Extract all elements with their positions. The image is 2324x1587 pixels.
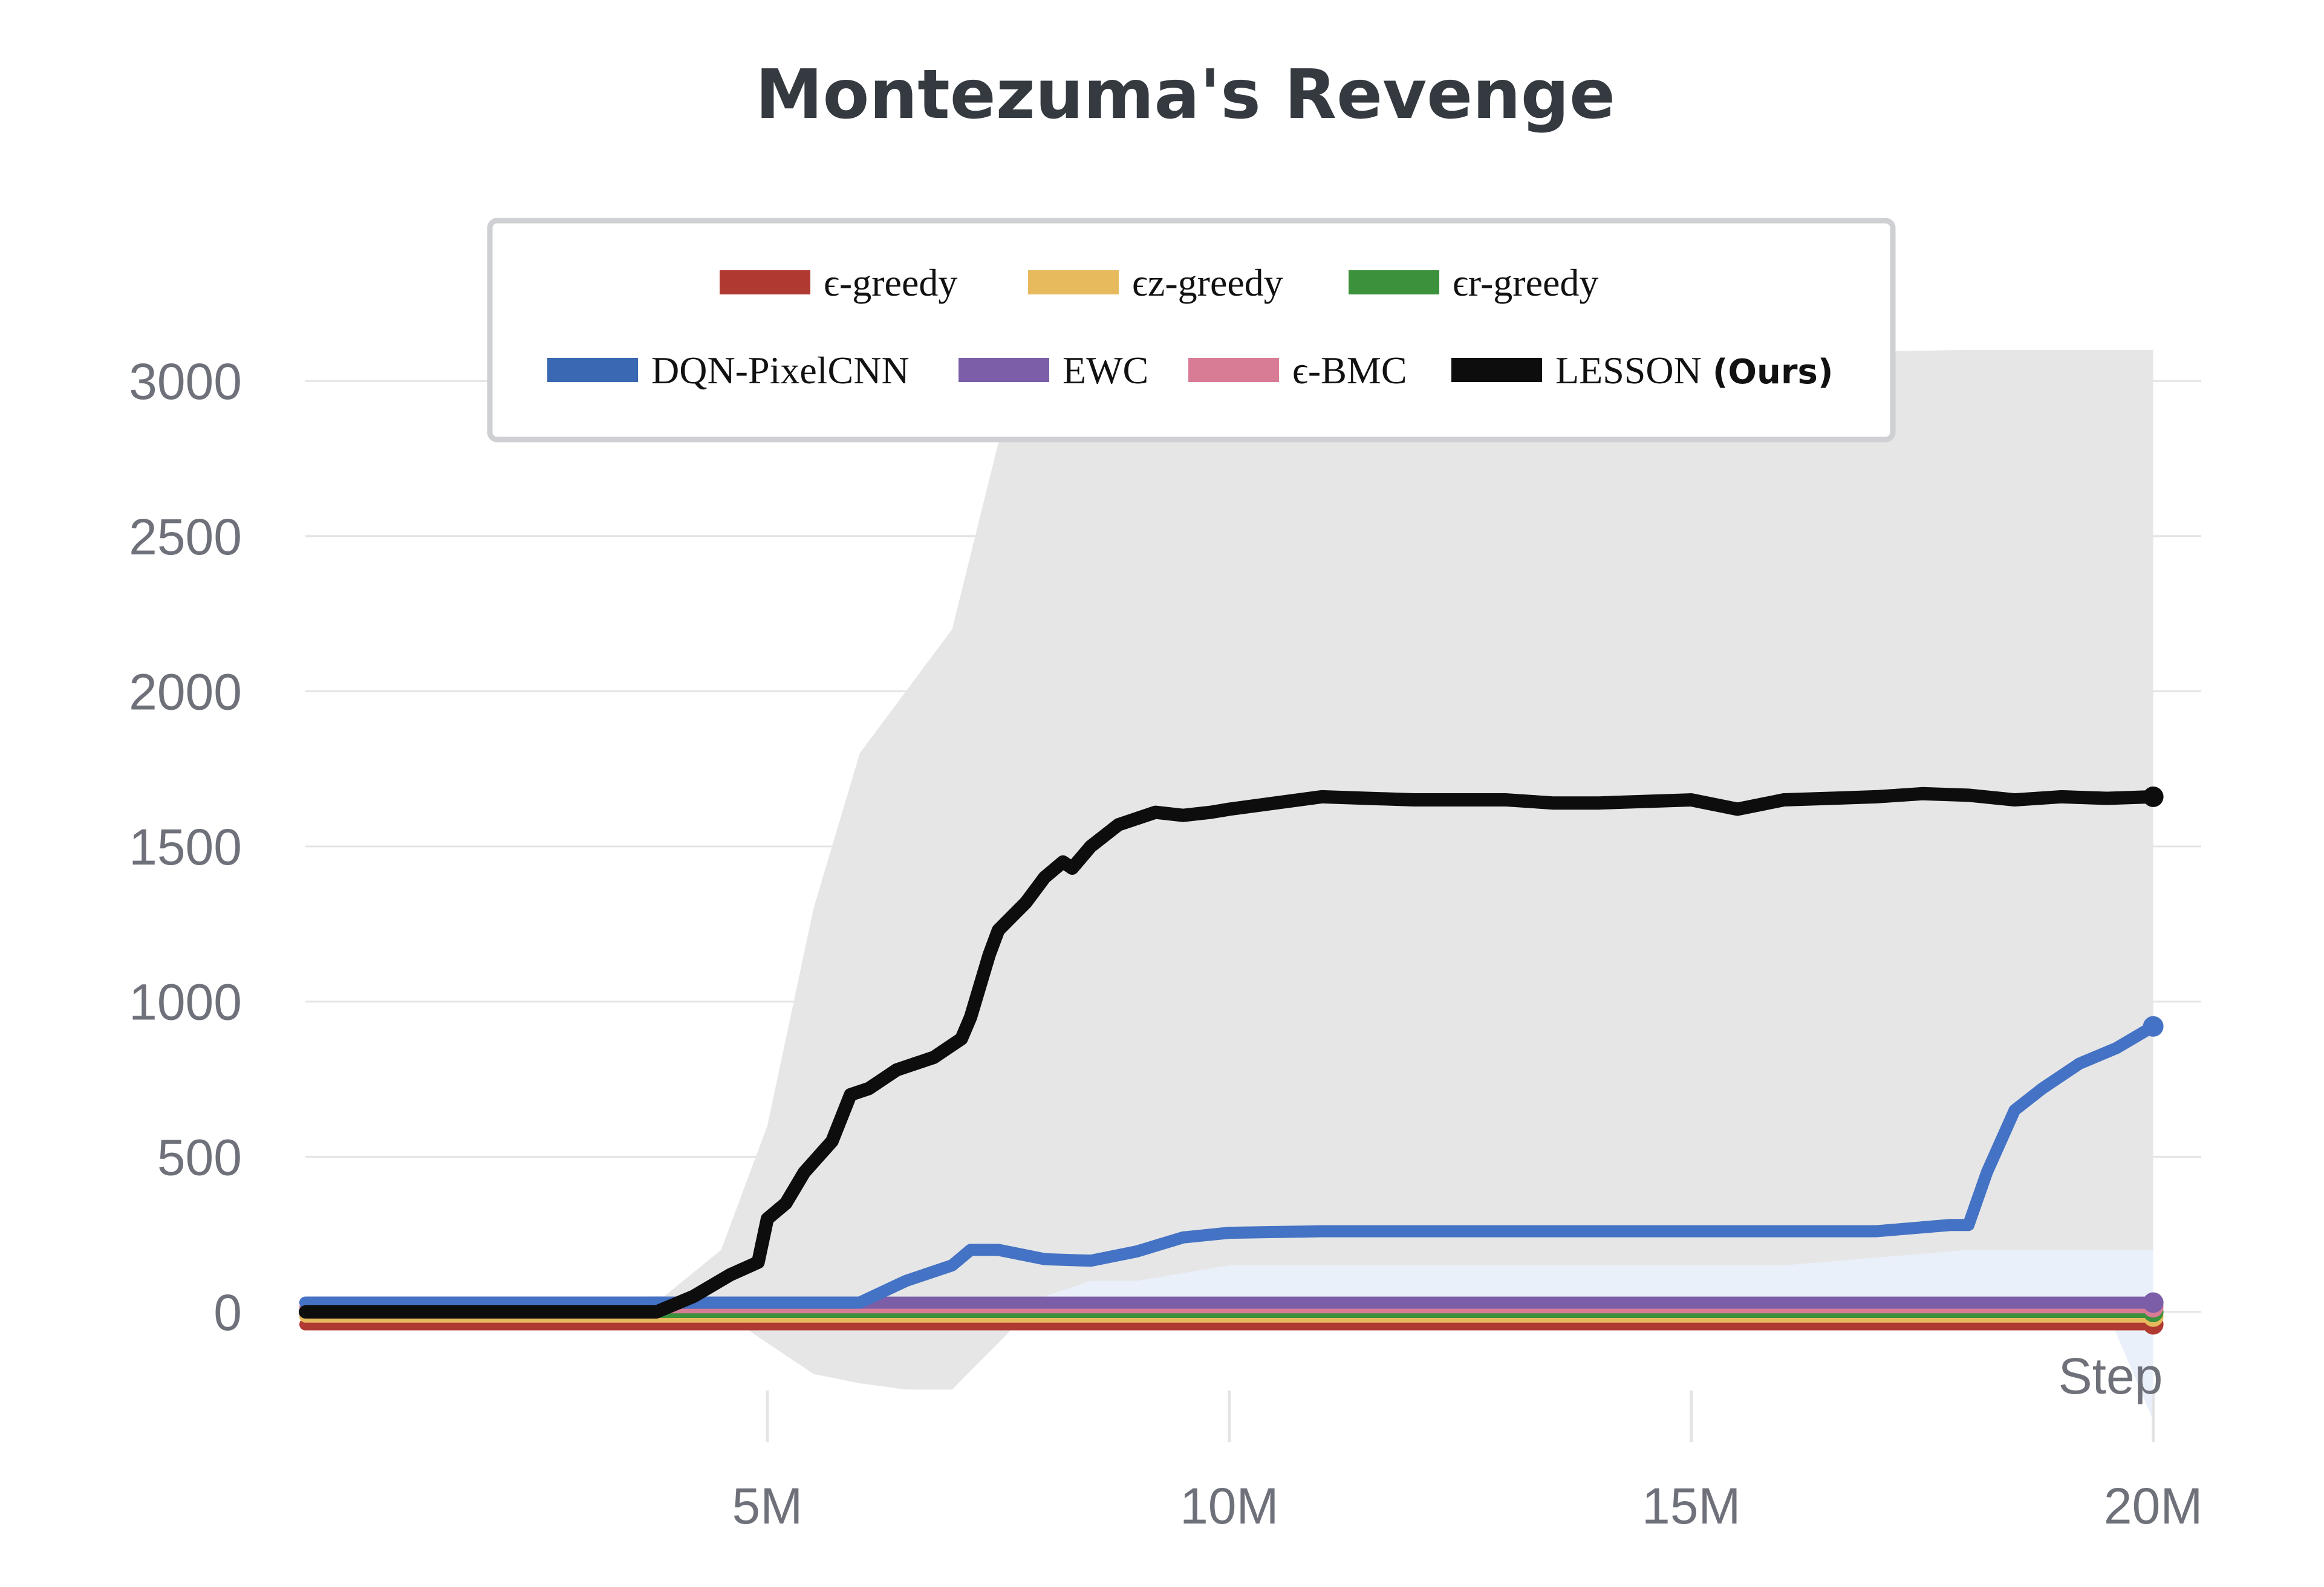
y-tick-label: 1500	[129, 819, 242, 875]
legend-label: ϵ-BMC	[1292, 349, 1407, 392]
chart-title: Montezuma's Revenge	[755, 56, 1615, 134]
x-tick-label: 20M	[2104, 1478, 2202, 1534]
line-dqn-pixelcnn	[299, 1020, 2160, 1309]
y-tick-label: 3000	[129, 353, 242, 410]
y-axis: 0 500 1000 1500 2000 2500 3000	[129, 353, 242, 1341]
legend-swatch	[720, 270, 810, 294]
x-axis-label: Step	[2059, 1348, 2163, 1404]
endpoint-dqn-pixelcnn	[2143, 1016, 2164, 1037]
y-tick-label: 2000	[129, 663, 242, 720]
y-tick-label: 2500	[129, 508, 242, 565]
legend-label: DQN-PixelCNN	[651, 349, 910, 392]
endpoint-ewc	[2143, 1292, 2164, 1313]
series-lines	[299, 786, 2164, 1335]
y-tick-label: 1000	[129, 974, 242, 1031]
legend-swatch	[547, 358, 638, 382]
legend-swatch	[959, 358, 1049, 382]
legend-label-suffix: (Ours)	[1713, 352, 1834, 392]
line-lesson	[299, 787, 2160, 1319]
x-axis: 5M 10M 15M 20M	[732, 1391, 2202, 1534]
legend-label: ϵz-greedy	[1132, 261, 1283, 304]
x-tick-label: 15M	[1642, 1478, 1740, 1534]
legend-swatch	[1451, 358, 1542, 382]
legend: ϵ-greedy ϵz-greedy ϵr-greedy DQN-PixelCNN EW…	[487, 218, 1896, 443]
x-tick-label: 10M	[1180, 1478, 1278, 1534]
legend-label: ϵr-greedy	[1453, 261, 1598, 304]
legend-swatch	[1188, 358, 1279, 382]
band-lesson	[305, 349, 2153, 1390]
legend-label: EWC	[1063, 349, 1148, 392]
endpoint-lesson	[2143, 786, 2164, 807]
y-tick-label: 500	[157, 1129, 242, 1186]
confidence-bands	[305, 349, 2153, 1421]
legend-label: ϵ-greedy	[824, 261, 957, 304]
legend-swatch	[1028, 270, 1119, 294]
legend-box	[487, 218, 1896, 443]
y-tick-label: 0	[213, 1284, 242, 1341]
x-tick-label: 5M	[732, 1478, 803, 1534]
legend-label: LESSON	[1555, 349, 1702, 392]
legend-swatch	[1349, 270, 1439, 294]
